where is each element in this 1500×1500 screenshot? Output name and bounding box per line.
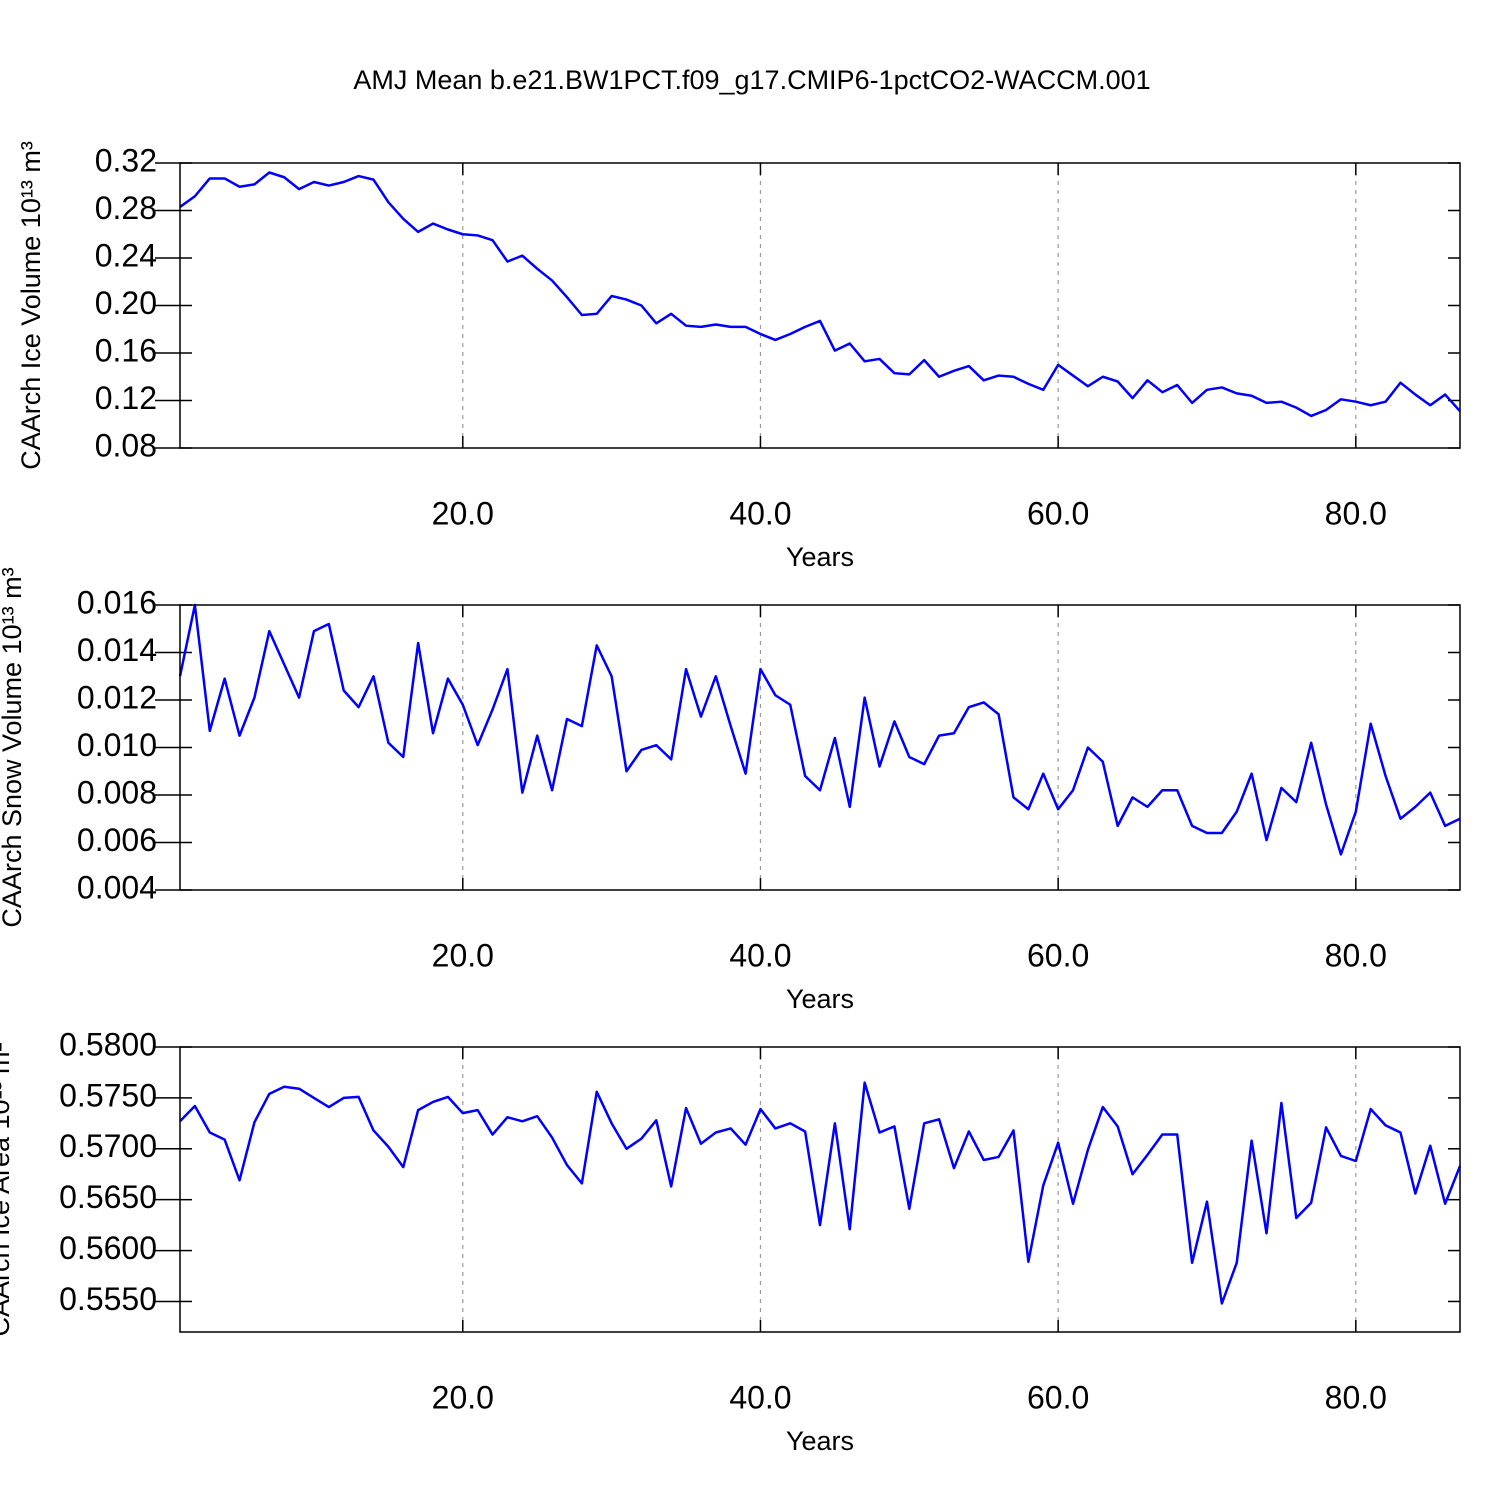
y-tick-label: 0.5600 [59, 1230, 157, 1266]
y-tick-label: 0.5650 [59, 1179, 157, 1215]
x-tick-label: 80.0 [1325, 937, 1387, 973]
y-axis-label: CAArch Ice Area 10¹³ m² [0, 1042, 15, 1336]
y-tick-label: 0.5700 [59, 1128, 157, 1164]
x-tick-label: 40.0 [729, 937, 791, 973]
y-tick-label: 0.12 [95, 380, 157, 416]
y-tick-label: 0.010 [77, 727, 157, 763]
y-tick-label: 0.012 [77, 679, 157, 715]
x-tick-label: 20.0 [432, 937, 494, 973]
y-tick-label: 0.32 [95, 142, 157, 178]
y-axis-label: CAArch Ice Volume 10¹³ m³ [16, 141, 46, 470]
y-tick-label: 0.5550 [59, 1281, 157, 1317]
plot-frame [179, 604, 1461, 891]
y-tick-label: 0.5750 [59, 1077, 157, 1113]
x-axis-label: Years [786, 1426, 854, 1456]
data-line [179, 171, 1461, 418]
x-tick-label: 60.0 [1027, 1379, 1089, 1415]
x-tick-label: 60.0 [1027, 495, 1089, 531]
y-tick-label: 0.014 [77, 632, 157, 668]
x-tick-label: 60.0 [1027, 937, 1089, 973]
figure-title: AMJ Mean b.e21.BW1PCT.f09_g17.CMIP6-1pct… [353, 65, 1150, 95]
y-tick-label: 0.5800 [59, 1026, 157, 1062]
y-tick-label: 0.08 [95, 427, 157, 463]
y-tick-label: 0.20 [95, 285, 157, 321]
x-tick-label: 40.0 [729, 1379, 791, 1415]
data-line [179, 1081, 1462, 1305]
plot-frame [179, 162, 1461, 449]
y-tick-label: 0.008 [77, 774, 157, 810]
x-tick-label: 80.0 [1325, 1379, 1387, 1415]
y-axis-label: CAArch Snow Volume 10¹³ m³ [0, 567, 27, 927]
x-axis-label: Years [786, 984, 854, 1014]
plot-frame [179, 1046, 1461, 1333]
data-line [178, 603, 1461, 856]
x-tick-label: 80.0 [1325, 495, 1387, 531]
x-axis-label: Years [786, 542, 854, 572]
y-tick-label: 0.16 [95, 332, 157, 368]
x-tick-label: 20.0 [432, 495, 494, 531]
y-tick-label: 0.24 [95, 237, 157, 273]
x-tick-label: 20.0 [432, 1379, 494, 1415]
x-tick-label: 40.0 [729, 495, 791, 531]
y-tick-label: 0.004 [77, 869, 157, 905]
y-tick-label: 0.016 [77, 584, 157, 620]
y-tick-label: 0.28 [95, 190, 157, 226]
y-tick-label: 0.006 [77, 822, 157, 858]
